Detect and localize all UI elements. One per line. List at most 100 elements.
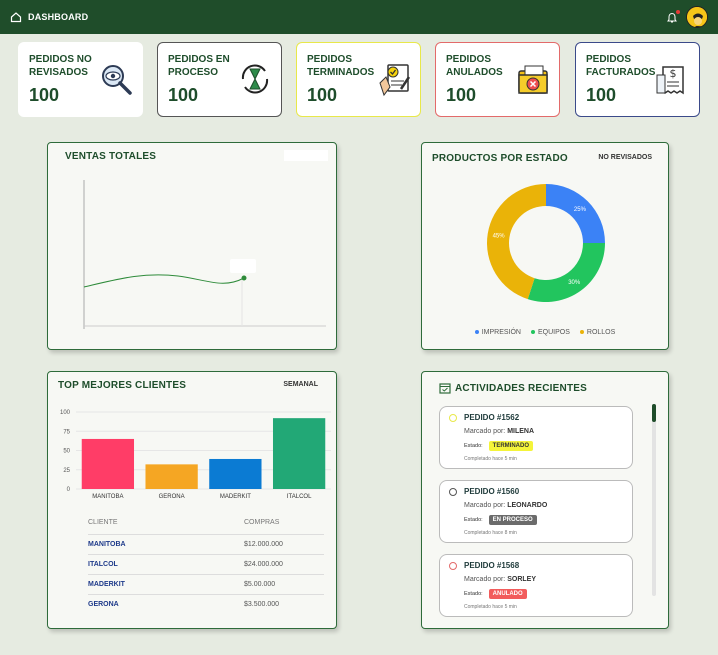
activity-state: Estado: TERMINADO	[464, 441, 624, 451]
activity-order: PEDIDO #1568	[464, 561, 520, 570]
state-label: Estado:	[464, 591, 483, 597]
table-row[interactable]: GERONA $3.500.000	[88, 593, 324, 614]
clients-card: TOP MEJORES CLIENTES SEMANAL 0 25 50 75 100 M…	[47, 371, 337, 629]
marked-by-label: Marcado por:	[464, 428, 506, 435]
client-name: GERONA	[88, 593, 244, 614]
notification-dot	[676, 10, 680, 14]
avatar-face-icon	[687, 7, 707, 27]
clients-title: TOP MEJORES CLIENTES	[58, 380, 187, 391]
clients-bar-chart: 0 25 50 75 100 MANITOBA GERONA MADERKIT ITALCOL	[60, 410, 331, 500]
activity-marked-by: Marcado por: SORLEY	[464, 576, 624, 583]
bar-maderkit[interactable]	[209, 458, 262, 489]
legend-label: ROLLOS	[586, 329, 616, 336]
products-legend: IMPRESIÓN EQUIPOS ROLLOS	[422, 329, 668, 336]
client-purchases: $3.500.000	[244, 593, 324, 614]
bar-italcol[interactable]	[272, 418, 326, 489]
stat-card[interactable]: PEDIDOS TERMINADOS 100	[296, 42, 421, 117]
activity-marked-by: Marcado por: LEONARDO	[464, 502, 624, 509]
sales-line	[83, 274, 245, 288]
table-row[interactable]: MANITOBA $12.000.000	[88, 533, 324, 554]
folder-cancel-icon	[518, 65, 548, 94]
y-tick-label: 100	[60, 410, 71, 416]
x-tick-label: MADERKIT	[220, 494, 251, 500]
table-row[interactable]: ITALCOL $24.000.000	[88, 553, 324, 574]
bar-manitoba[interactable]	[81, 438, 135, 489]
bar-gerona[interactable]	[145, 464, 198, 489]
table-row[interactable]: MADERKIT $5.00.000	[88, 573, 324, 594]
svg-text:$: $	[670, 67, 677, 80]
stat-card[interactable]: PEDIDOS ANULADOS 100	[435, 42, 560, 117]
stat-card[interactable]: PEDIDOS NO REVISADOS 100	[18, 42, 143, 117]
x-tick-label: MANITOBA	[92, 494, 123, 500]
user-avatar[interactable]	[686, 6, 708, 28]
stat-value: 100	[446, 85, 477, 105]
activities-title: ACTIVIDADES RECIENTES	[455, 383, 587, 394]
stat-value: 100	[586, 85, 617, 105]
magnifier-eye-icon	[102, 65, 132, 95]
sales-filter[interactable]	[284, 150, 328, 161]
stat-card[interactable]: PEDIDOS EN PROCESO 100	[157, 42, 282, 117]
activity-marked-by: Marcado por: MILENA	[464, 428, 624, 435]
state-label: Estado:	[464, 517, 483, 523]
products-donut-chart: 25% 30% 45%	[487, 184, 605, 302]
sales-tooltip	[230, 259, 256, 273]
legend-item[interactable]: EQUIPOS	[530, 329, 570, 336]
activity-state: Estado: ANULADO	[464, 589, 624, 599]
legend-item[interactable]: ROLLOS	[579, 329, 616, 336]
client-name: MADERKIT	[88, 573, 244, 594]
stat-card[interactable]: PEDIDOS FACTURADOS 100 $	[575, 42, 700, 117]
marked-by-user: LEONARDO	[507, 502, 548, 509]
stat-label: PEDIDOS TERMINADOS	[307, 54, 375, 78]
column-purchases: COMPRAS	[244, 519, 280, 527]
status-badge: TERMINADO	[488, 441, 533, 451]
marked-by-user: SORLEY	[507, 576, 536, 583]
donut-slice-impresión[interactable]	[546, 184, 605, 243]
legend-dot	[474, 330, 479, 335]
y-tick-label: 25	[63, 468, 70, 474]
activity-item[interactable]: PEDIDO #1568 Marcado por: SORLEY Estado: AN…	[439, 554, 633, 617]
products-card: PRODUCTOS POR ESTADO NO REVISADOS 25% 30%…	[421, 142, 669, 350]
hourglass-cycle-icon	[241, 64, 269, 94]
activity-item[interactable]: PEDIDO #1562 Marcado por: MILENA Estado: TE…	[439, 406, 633, 469]
stat-label: PEDIDOS NO REVISADOS	[29, 54, 92, 78]
donut-slice-rollos[interactable]	[487, 184, 546, 300]
status-badge: ANULADO	[488, 589, 527, 599]
stat-value: 100	[29, 85, 60, 105]
sales-point	[241, 275, 247, 281]
products-filter[interactable]: NO REVISADOS	[598, 154, 652, 161]
activity-item[interactable]: PEDIDO #1560 Marcado por: LEONARDO Estado:…	[439, 480, 633, 543]
client-purchases: $12.000.000	[244, 533, 324, 554]
y-tick-label: 50	[63, 449, 70, 455]
state-label: Estado:	[464, 443, 483, 449]
clients-period[interactable]: SEMANAL	[283, 381, 318, 388]
sales-line-chart	[83, 180, 326, 329]
client-purchases: $5.00.000	[244, 573, 324, 594]
page-title: DASHBOARD	[28, 12, 89, 22]
marked-by-label: Marcado por:	[464, 502, 506, 509]
activity-state: Estado: EN PROCESO	[464, 515, 624, 525]
sales-title: VENTAS TOTALES	[65, 151, 157, 162]
activities-scrollbar[interactable]	[652, 404, 656, 596]
donut-slice-label: 25%	[574, 207, 587, 213]
stat-label: PEDIDOS FACTURADOS	[586, 54, 656, 78]
donut-slice-label: 45%	[493, 233, 506, 239]
document-check-icon	[379, 64, 411, 97]
products-title: PRODUCTOS POR ESTADO	[432, 153, 568, 164]
status-dot	[449, 562, 457, 570]
legend-item[interactable]: IMPRESIÓN	[474, 329, 521, 336]
notifications-button[interactable]	[666, 10, 680, 23]
stat-label: PEDIDOS ANULADOS	[446, 54, 503, 78]
legend-dot	[530, 330, 535, 335]
activities-scroll-thumb[interactable]	[652, 404, 656, 422]
status-dot	[449, 488, 457, 496]
client-name: ITALCOL	[88, 553, 244, 574]
activities-card: ACTIVIDADES RECIENTES PEDIDO #1562 Marcad…	[421, 371, 669, 629]
stat-label: PEDIDOS EN PROCESO	[168, 54, 230, 78]
activity-time: Completado hace 5 min	[464, 604, 517, 610]
donut-slice-equipos[interactable]	[527, 243, 605, 302]
activity-order: PEDIDO #1562	[464, 413, 520, 422]
y-tick-label: 75	[63, 429, 70, 435]
x-tick-label: ITALCOL	[287, 494, 312, 500]
legend-label: IMPRESIÓN	[481, 329, 521, 336]
home-icon[interactable]	[10, 11, 22, 23]
